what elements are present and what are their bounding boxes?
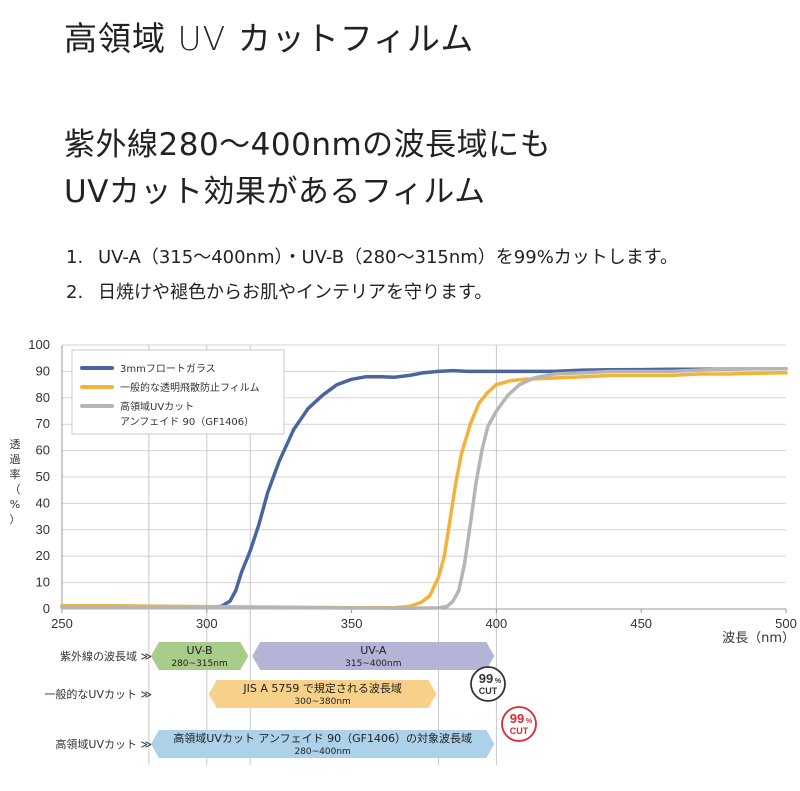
y-tick-label: 0 xyxy=(43,601,50,616)
uva-band-shape xyxy=(252,642,495,670)
feature-text: 日焼けや褪色からお肌やインテリアを守ります。 xyxy=(98,282,493,303)
feature-list: 1. UV-A（315～400nm）・UV-B（280～315nm）を99%カット… xyxy=(66,240,678,310)
high-uv-band-range: 280~400nm xyxy=(294,747,350,757)
x-tick-label: 400 xyxy=(486,616,508,631)
feature-item: 2. 日焼けや褪色からお肌やインテリアを守ります。 xyxy=(66,275,678,310)
general-cut-badge-percent: % xyxy=(495,678,502,685)
high-cut-badge-percent: % xyxy=(526,718,533,725)
uva-band-range: 315~400nm xyxy=(345,659,401,669)
series-line xyxy=(60,367,788,610)
band-row-label: 紫外線の波長域 ≫ xyxy=(60,649,152,663)
y-tick-label: 10 xyxy=(36,575,50,590)
band-row-label: 一般的なUVカット ≫ xyxy=(44,687,152,701)
y-tick-label: 40 xyxy=(36,495,50,510)
general-uv-band-shape xyxy=(208,680,437,708)
general-uv-band-range: 300~380nm xyxy=(294,697,350,707)
y-axis-label-char: 率 xyxy=(10,467,21,481)
wavelength-bands: 紫外線の波長域 ≫ 一般的なUVカット ≫ 高領域UVカット ≫ UV-B 280~31… xyxy=(44,642,537,758)
high-cut-badge-circle xyxy=(501,706,537,742)
uvb-band-name: UV-B xyxy=(187,644,213,657)
high-cut-badge-value: 99 xyxy=(510,711,524,726)
feature-item: 1. UV-A（315～400nm）・UV-B（280～315nm）を99%カット… xyxy=(66,240,678,275)
y-axis-label-char: 過 xyxy=(10,453,21,466)
y-tick-label: 100 xyxy=(28,337,50,352)
feature-number: 1. xyxy=(66,247,84,268)
x-tick-label: 250 xyxy=(51,616,73,631)
general-uv-band-name: JIS A 5759 で規定される波長域 xyxy=(242,681,401,695)
subtitle: 紫外線280～400nmの波長域にも UVカット効果があるフィルム xyxy=(64,122,551,216)
x-tick-label: 300 xyxy=(196,616,218,631)
high-uv-band-name: 高領域UVカット アンフェイド 90（GF1406）の対象波長域 xyxy=(173,731,472,745)
legend-box xyxy=(71,349,285,435)
x-axis-label: 波長（nm） xyxy=(722,631,795,646)
chart-series xyxy=(60,367,788,610)
high-cut-badge-cut: CUT xyxy=(510,726,529,736)
high-uv-band-shape xyxy=(150,730,495,758)
y-tick-label: 60 xyxy=(36,443,50,458)
x-tick-label: 350 xyxy=(341,616,363,631)
chart-axes: 0 10 20 30 40 50 60 70 80 90 100 250 300 350 400 450 500… xyxy=(10,337,797,646)
uva-band-name: UV-A xyxy=(360,644,387,657)
feature-number: 2. xyxy=(66,282,84,303)
subtitle-line-2: UVカット効果があるフィルム xyxy=(64,174,486,210)
legend-label: アンフェイド 90（GF1406） xyxy=(120,416,254,428)
legend-label: 3mmフロートガラス xyxy=(120,363,216,375)
band-row-label: 高領域UVカット ≫ xyxy=(55,737,152,751)
y-axis-label-char: （ xyxy=(10,483,21,496)
subtitle-line-1: 紫外線280～400nmの波長域にも xyxy=(64,127,552,163)
y-tick-label: 20 xyxy=(36,548,50,563)
y-tick-label: 50 xyxy=(36,469,50,484)
uvb-band-shape xyxy=(150,642,249,670)
y-tick-label: 30 xyxy=(36,522,50,537)
general-cut-badge-cut: CUT xyxy=(479,686,498,696)
legend-label: 一般的な透明飛散防止フィルム xyxy=(120,381,260,394)
feature-text: UV-A（315～400nm）・UV-B（280～315nm）を99%カットしま… xyxy=(98,247,678,268)
y-tick-label: 70 xyxy=(36,416,50,431)
general-cut-badge-value: 99 xyxy=(479,671,493,686)
x-tick-label: 500 xyxy=(775,616,797,631)
y-axis-label-char: ） xyxy=(10,513,21,526)
uvb-band-range: 280~315nm xyxy=(171,659,227,669)
legend-label: 高領域UVカット xyxy=(120,400,194,413)
y-tick-label: 90 xyxy=(36,363,50,378)
y-axis-label-char: % xyxy=(10,498,20,511)
general-cut-badge-circle xyxy=(470,666,506,702)
y-axis-label-char: 透 xyxy=(10,438,21,451)
y-tick-label: 80 xyxy=(36,390,50,405)
x-tick-label: 450 xyxy=(630,616,652,631)
page-title: 高領域 UV カットフィルム xyxy=(64,19,475,58)
